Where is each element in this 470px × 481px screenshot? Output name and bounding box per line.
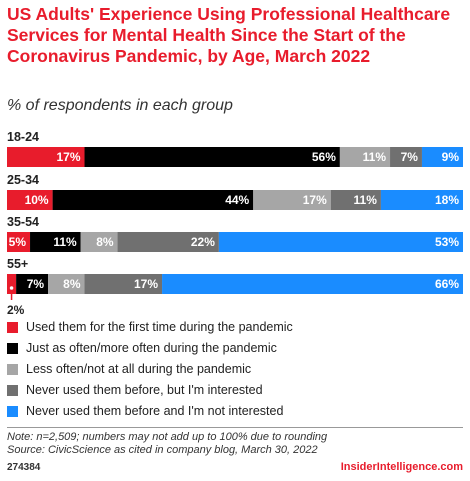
data-label: 10% [25,193,49,207]
legend-label: Never used them before, but I'm interest… [26,383,263,397]
category-label: 35-54 [7,215,39,229]
data-label: 2% [7,303,25,317]
legend-item: Used them for the first time during the … [7,318,293,336]
data-label: 44% [225,193,249,207]
category-label: 18-24 [7,130,39,144]
bar-segment [52,190,254,210]
legend-item: Just as often/more often during the pand… [7,339,293,357]
legend-label: Used them for the first time during the … [26,320,293,334]
footer-divider [7,427,463,428]
note-text: Note: n=2,509; numbers may not add up to… [7,431,328,443]
data-label: 9% [442,150,460,164]
legend-swatch [7,321,18,333]
data-label: 11% [363,150,387,164]
data-label: 17% [56,150,80,164]
data-label: 11% [53,235,77,249]
bar-segment [253,190,331,210]
stacked-bar-chart: 18-24 17% 56% 11% 7% 9% 25-34 10% 44% 17% 11% 18% 35… [7,130,464,317]
legend-swatch [7,384,18,396]
legend-item: Never used them before and I'm not inter… [7,402,293,420]
bar-segment [7,147,85,167]
bar-segment [7,232,31,252]
bar-segment [84,147,340,167]
chart-id: 274384 [7,462,41,473]
legend-item: Less often/not at all during the pandemi… [7,360,293,378]
category-label: 25-34 [7,173,39,187]
source-text: Source: CivicScience as cited in company… [7,443,318,456]
legend-swatch [7,342,18,354]
bar-segment [162,274,464,294]
category-label: 55+ [7,257,28,271]
data-label: 11% [354,193,378,207]
bar-segment [330,190,381,210]
data-label: 17% [134,277,158,291]
bar-segment [7,190,53,210]
chart-title: US Adults' Experience Using Professional… [7,4,451,66]
legend-item: Never used them before, but I'm interest… [7,381,293,399]
data-label: 56% [312,150,336,164]
bar-segment [80,232,118,252]
bar-segment [30,232,81,252]
data-label: 7% [401,150,419,164]
brand-logo-text: InsiderIntelligence.com [340,461,463,473]
bar-segment [218,232,463,252]
data-label: 5% [9,235,27,249]
bar-segment [84,274,163,294]
legend-label: Just as often/more often during the pand… [26,341,277,355]
bar-segment [7,274,17,294]
legend-label: Never used them before and I'm not inter… [26,404,284,418]
bar-segment [339,147,391,167]
bar-segment [421,147,463,167]
data-label: 8% [96,235,114,249]
data-label: 17% [303,193,327,207]
bar-segment [380,190,463,210]
data-label: 66% [435,277,459,291]
data-label: 53% [435,235,459,249]
legend-swatch [7,363,18,375]
bar-segment [16,274,49,294]
data-label: 18% [435,193,459,207]
chart-subtitle: % of respondents in each group [7,97,233,114]
legend-label: Less often/not at all during the pandemi… [26,362,252,376]
data-label: 8% [63,277,81,291]
data-label: 7% [27,277,45,291]
bar-segment [117,232,219,252]
chart-legend: Used them for the first time during the … [7,318,293,423]
bar-segment [48,274,85,294]
footer-note: Note: n=2,509; numbers may not add up to… [7,431,327,456]
legend-swatch [7,405,18,417]
callout-dot [8,284,15,292]
data-label: 22% [191,235,215,249]
bar-segment [390,147,422,167]
